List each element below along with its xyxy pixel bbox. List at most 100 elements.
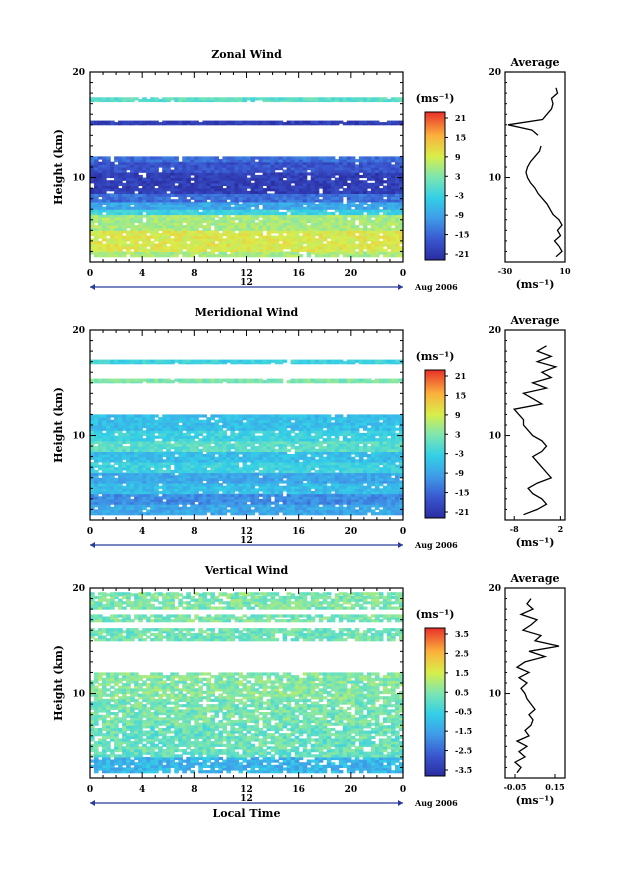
heatmap-cell <box>126 464 131 468</box>
heatmap-cell <box>322 251 328 255</box>
heatmap-cell <box>350 196 356 200</box>
heatmap-cell <box>274 190 280 194</box>
heatmap-cell <box>242 493 248 497</box>
heatmap-cell <box>322 501 328 505</box>
heatmap-cell <box>290 254 296 258</box>
heatmap-cell <box>322 488 328 492</box>
heatmap-cell <box>370 456 376 460</box>
heatmap-cell <box>102 164 107 168</box>
heatmap-cell <box>114 461 119 466</box>
heatmap-cell <box>318 167 324 171</box>
heatmap-cell <box>130 206 135 210</box>
heatmap-cell <box>258 464 264 468</box>
heatmap-cell <box>190 501 195 505</box>
heatmap-cell <box>399 169 404 173</box>
heatmap-cell <box>122 496 127 500</box>
heatmap-cell <box>246 199 252 203</box>
heatmap-cell <box>126 214 131 218</box>
heatmap-cell <box>254 196 260 200</box>
heatmap-cell <box>206 464 211 468</box>
heatmap-cell <box>302 159 308 163</box>
heatmap-cell <box>166 469 171 474</box>
heatmap-cell <box>274 177 280 181</box>
heatmap-cell <box>214 493 219 497</box>
heatmap-cell <box>178 177 183 181</box>
heatmap-cell <box>386 488 392 492</box>
heatmap-cell <box>238 506 244 510</box>
heatmap-cell <box>310 483 316 487</box>
heatmap-cell <box>154 477 159 481</box>
heatmap-cell <box>358 211 364 216</box>
heatmap-cell <box>190 498 195 503</box>
heatmap-cell <box>218 506 223 510</box>
heatmap-cell <box>106 230 111 234</box>
heatmap-cell <box>194 480 199 484</box>
heatmap-cell <box>102 219 107 223</box>
heatmap-cell <box>306 206 312 210</box>
heatmap-cell <box>238 196 244 200</box>
heatmap-cell <box>154 248 159 252</box>
heatmap-cell <box>190 496 195 500</box>
heatmap-cell <box>246 246 252 250</box>
heatmap-cell <box>130 219 135 223</box>
heatmap-cell <box>378 454 384 458</box>
heatmap-cell <box>158 98 163 103</box>
heatmap-cell <box>178 506 183 510</box>
heatmap-cell <box>158 254 163 258</box>
heatmap-cell <box>378 201 384 205</box>
heatmap-cell <box>110 120 115 124</box>
heatmap-cell <box>222 240 227 245</box>
heatmap-cell <box>254 472 260 476</box>
heatmap-cell <box>370 174 376 179</box>
heatmap-cell <box>270 254 276 258</box>
heatmap-cell <box>138 214 143 218</box>
heatmap-cell <box>386 199 392 203</box>
heatmap-cell <box>314 217 320 221</box>
heatmap-cell <box>330 240 336 245</box>
heatmap-cell <box>310 185 316 189</box>
heatmap-cell <box>130 222 135 226</box>
heatmap-cell <box>202 485 207 489</box>
heatmap-cell <box>374 174 380 179</box>
heatmap-cell <box>250 475 256 479</box>
heatmap-cell <box>258 461 264 466</box>
heatmap-cell <box>391 219 396 223</box>
heatmap-cell <box>274 238 280 242</box>
heatmap-cell <box>178 483 183 487</box>
heatmap-cell <box>110 493 115 497</box>
heatmap-cell <box>166 201 171 205</box>
heatmap-cell <box>330 97 336 101</box>
heatmap-cell <box>391 246 396 250</box>
heatmap-cell <box>362 159 368 163</box>
heatmap-cell <box>250 188 256 192</box>
heatmap-cell <box>306 467 312 471</box>
heatmap-cell <box>182 169 187 173</box>
heatmap-cell <box>294 225 300 229</box>
heatmap-cell <box>278 222 284 226</box>
heatmap-cell <box>126 235 131 239</box>
heatmap-cell <box>166 498 171 503</box>
heatmap-cell <box>94 480 99 484</box>
heatmap-cell <box>298 193 304 197</box>
heatmap-cell <box>186 456 191 460</box>
heatmap-cell <box>186 97 191 101</box>
heatmap-cell <box>391 233 396 237</box>
heatmap-cell <box>302 185 308 189</box>
heatmap-cell <box>382 201 388 205</box>
heatmap-cell <box>386 504 392 508</box>
heatmap-cell <box>395 483 400 487</box>
heatmap-cell <box>254 97 260 101</box>
heatmap-cell <box>391 480 396 484</box>
heatmap-cell <box>194 214 199 218</box>
heatmap-cell <box>202 498 207 503</box>
heatmap-cell <box>306 97 312 101</box>
heatmap-cell <box>350 464 356 468</box>
heatmap-cell <box>250 509 256 513</box>
heatmap-cell <box>274 156 280 160</box>
heatmap-cell <box>150 464 155 468</box>
heatmap-cell <box>266 97 272 101</box>
heatmap-cell <box>142 459 147 463</box>
heatmap-cell <box>282 219 288 223</box>
heatmap-cell <box>234 211 240 216</box>
heatmap-cell <box>294 188 300 192</box>
